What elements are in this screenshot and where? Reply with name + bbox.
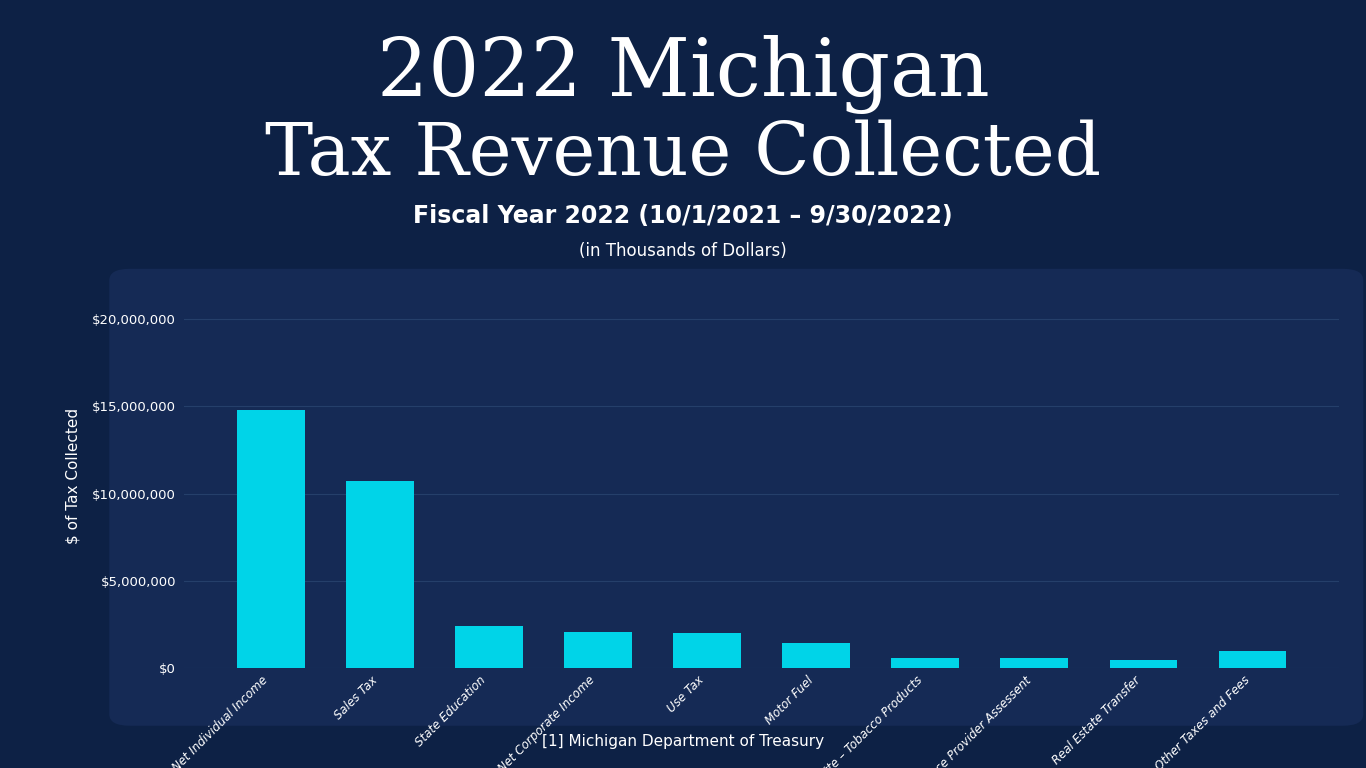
Text: [1] Michigan Department of Treasury: [1] Michigan Department of Treasury <box>542 733 824 749</box>
Bar <box>892 658 959 668</box>
Bar <box>346 482 414 668</box>
Text: Tax Revenue Collected: Tax Revenue Collected <box>265 119 1101 190</box>
Bar <box>236 410 305 668</box>
Bar <box>783 643 850 668</box>
Bar <box>564 631 631 668</box>
Y-axis label: $ of Tax Collected: $ of Tax Collected <box>66 408 81 545</box>
Text: (in Thousands of Dollars): (in Thousands of Dollars) <box>579 242 787 260</box>
Bar <box>1109 660 1177 668</box>
Text: Fiscal Year 2022 (10/1/2021 – 9/30/2022): Fiscal Year 2022 (10/1/2021 – 9/30/2022) <box>413 204 953 227</box>
Bar <box>1000 658 1068 668</box>
Bar <box>673 634 740 668</box>
Bar <box>455 626 523 668</box>
Text: 2022 Michigan: 2022 Michigan <box>377 35 989 114</box>
Bar <box>1218 650 1287 668</box>
